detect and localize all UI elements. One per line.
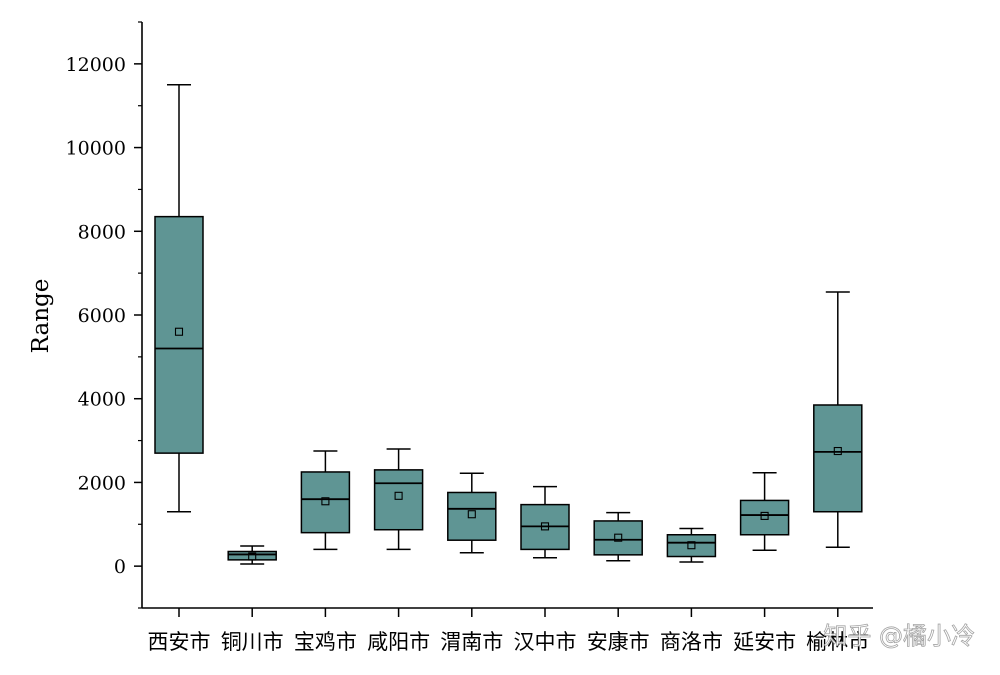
x-tick-label: 安康市 xyxy=(587,630,650,654)
mean-marker xyxy=(394,491,403,500)
mean-marker xyxy=(687,541,696,550)
iqr-box xyxy=(593,520,643,556)
y-tick-label: 12000 xyxy=(66,54,126,76)
box-西安市 xyxy=(154,84,204,513)
mean-marker xyxy=(467,510,476,519)
x-ticks: 西安市 铜川市 宝鸡市 咸阳市 渭南市 汉中市 安康市 商洛市 延安市 榆林市 xyxy=(148,608,869,654)
x-tick-label: 榆林市 xyxy=(806,630,869,654)
y-tick-label: 8000 xyxy=(78,221,126,243)
iqr-box xyxy=(666,534,717,558)
x-tick-label: 商洛市 xyxy=(660,630,723,654)
mean-marker xyxy=(614,533,623,542)
x-tick-label: 咸阳市 xyxy=(367,630,430,654)
boxes xyxy=(154,84,863,565)
iqr-box xyxy=(813,404,863,513)
mean-marker xyxy=(248,552,257,561)
mean-marker xyxy=(321,497,330,506)
box-延安市 xyxy=(739,472,790,551)
y-tick-label: 6000 xyxy=(78,305,126,327)
watermark: 知乎 @橘小冷 xyxy=(823,622,975,650)
box-渭南市 xyxy=(447,472,497,554)
x-tick-label: 渭南市 xyxy=(440,630,503,654)
y-tick-label: 10000 xyxy=(66,138,126,160)
box-铜川市 xyxy=(227,545,277,565)
box-商洛市 xyxy=(666,527,717,563)
x-tick-label: 汉中市 xyxy=(514,630,577,654)
iqr-box xyxy=(447,491,497,541)
box-榆林市 xyxy=(813,291,863,549)
mean-marker xyxy=(833,446,842,456)
box-安康市 xyxy=(593,511,643,562)
y-axis-title: Range xyxy=(28,279,54,354)
y-tick-label: 2000 xyxy=(78,472,126,494)
y-ticks: 0 2000 4000 6000 8000 10000 12000 xyxy=(66,21,142,609)
box-汉中市 xyxy=(520,485,570,559)
mean-marker xyxy=(540,522,550,531)
box-咸阳市 xyxy=(373,448,424,551)
x-tick-label: 西安市 xyxy=(148,630,211,654)
mean-marker xyxy=(760,511,769,520)
iqr-box xyxy=(739,499,790,536)
iqr-box xyxy=(300,471,351,534)
x-tick-label: 铜川市 xyxy=(221,630,284,654)
mean-marker xyxy=(174,327,184,336)
y-tick-label: 4000 xyxy=(78,389,126,411)
x-tick-label: 延安市 xyxy=(733,630,796,654)
box-宝鸡市 xyxy=(300,450,351,551)
x-tick-label: 宝鸡市 xyxy=(294,630,357,654)
y-tick-label: 0 xyxy=(114,556,126,578)
